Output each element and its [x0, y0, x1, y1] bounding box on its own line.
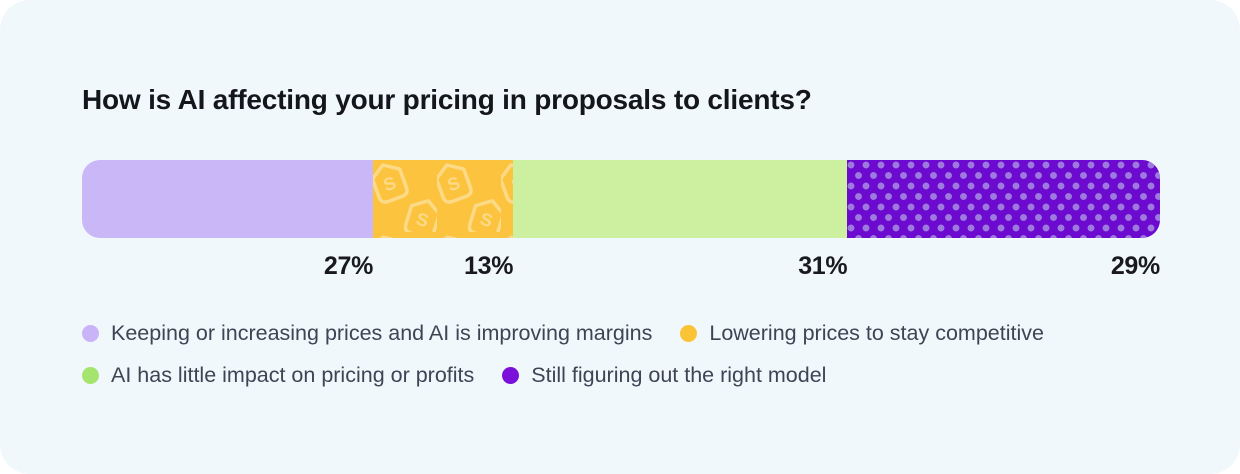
- legend-item-lowering-prices: Lowering prices to stay competitive: [680, 321, 1044, 346]
- bar-segment-lowering-prices: S S: [373, 160, 514, 239]
- legend-label: Lowering prices to stay competitive: [709, 321, 1044, 346]
- legend-item-keeping-prices: Keeping or increasing prices and AI is i…: [82, 321, 652, 346]
- legend-item-little-impact: AI has little impact on pricing or profi…: [82, 363, 474, 388]
- value-label: 13%: [464, 252, 514, 281]
- legend-label: AI has little impact on pricing or profi…: [111, 363, 475, 388]
- legend-row: AI has little impact on pricing or profi…: [82, 363, 1172, 388]
- legend-row: Keeping or increasing prices and AI is i…: [82, 321, 1172, 346]
- price-tag-pattern-icon: S S: [373, 160, 514, 239]
- legend-dot-icon: [680, 325, 698, 343]
- legend-dot-icon: [82, 325, 99, 343]
- bar-segment-figuring-out: [847, 160, 1160, 239]
- value-label: 31%: [798, 252, 848, 281]
- legend-label: Keeping or increasing prices and AI is i…: [111, 321, 653, 346]
- stacked-bar: S S: [82, 160, 1160, 239]
- chart-title: How is AI affecting your pricing in prop…: [82, 84, 812, 115]
- value-label: 29%: [1110, 252, 1160, 281]
- legend-dot-icon: [502, 366, 520, 384]
- bar-segment-keeping-prices: [82, 160, 374, 239]
- legend-label: Still figuring out the right model: [531, 363, 827, 388]
- value-label: 27%: [323, 252, 374, 281]
- legend-dot-icon: [82, 366, 99, 384]
- legend: Keeping or increasing prices and AI is i…: [82, 321, 1172, 387]
- value-labels-row: 27% 13% 31% 29%: [82, 252, 1160, 281]
- legend-item-figuring-out: Still figuring out the right model: [502, 363, 826, 388]
- bar-segment-little-impact: [513, 160, 848, 239]
